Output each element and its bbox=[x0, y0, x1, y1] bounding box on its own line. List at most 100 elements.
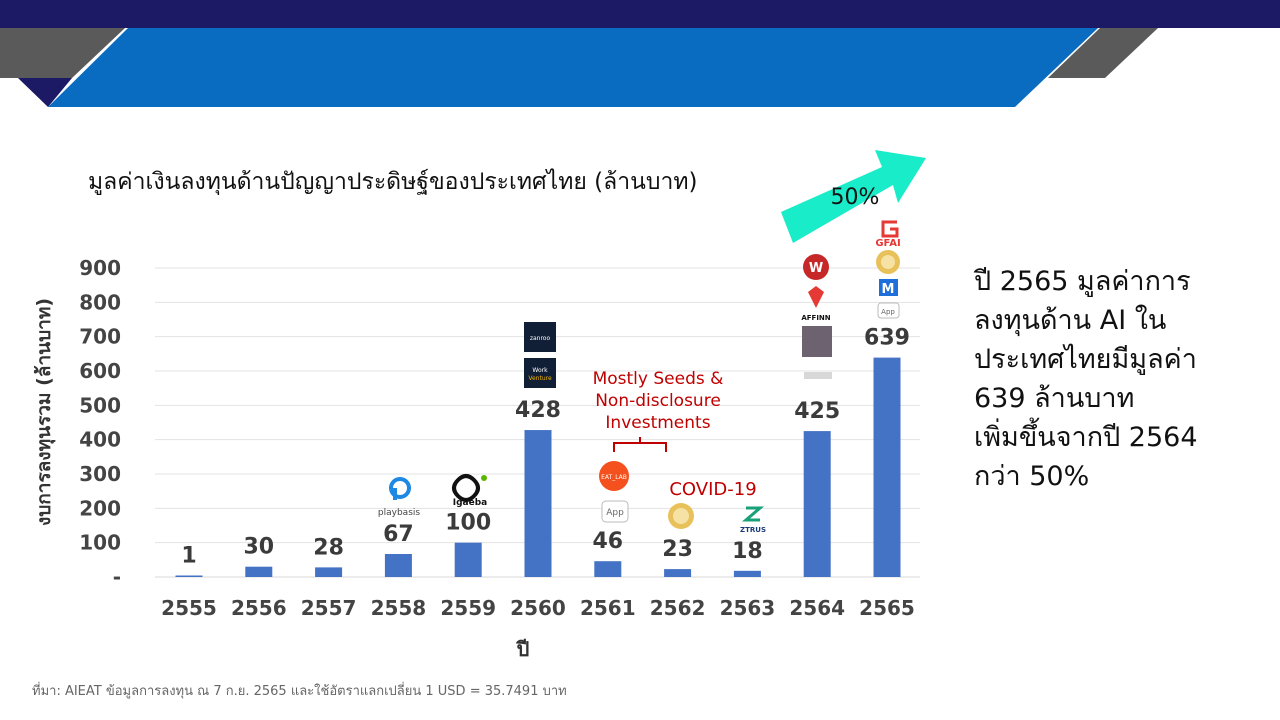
svg-text:zanroo: zanroo bbox=[530, 335, 551, 342]
x-axis-title: ปี bbox=[515, 637, 529, 661]
summary-text: ปี 2565 มูลค่าการ ลงทุนด้าน AI ใน ประเทศ… bbox=[974, 262, 1264, 496]
y-tick-label: 600 bbox=[79, 359, 121, 383]
seed-note-line-2: Non-disclosure bbox=[595, 391, 721, 411]
x-tick-label: 2559 bbox=[440, 596, 496, 620]
bar-2564 bbox=[803, 431, 831, 577]
bar-2561 bbox=[594, 561, 622, 577]
svg-text:Venture: Venture bbox=[528, 375, 552, 382]
app-logo-2561: App bbox=[601, 500, 629, 523]
bar-2557 bbox=[315, 567, 343, 577]
y-tick-label: 200 bbox=[79, 496, 121, 520]
x-tick-label: 2562 bbox=[650, 596, 706, 620]
zanroo-logo: zanroo bbox=[524, 322, 556, 352]
value-label: 23 bbox=[662, 537, 693, 562]
value-label: 639 bbox=[864, 326, 910, 351]
x-tick-label: 2563 bbox=[720, 596, 776, 620]
igaeba-logo: Igaeba bbox=[452, 474, 487, 508]
x-tick-label: 2560 bbox=[510, 596, 566, 620]
value-label: 28 bbox=[313, 535, 344, 560]
svg-text:W: W bbox=[809, 261, 823, 276]
y-tick-label: 700 bbox=[79, 325, 121, 349]
value-label: 18 bbox=[732, 539, 763, 564]
summary-line-2: ลงทุนด้าน AI ใน bbox=[974, 305, 1167, 336]
y-tick-labels: - 100 200 300 400 500 600 700 800 900 bbox=[79, 256, 121, 589]
svg-text:EAT_LAB: EAT_LAB bbox=[601, 474, 627, 481]
value-label: 46 bbox=[592, 529, 623, 554]
seed-note-line-3: Investments bbox=[605, 413, 710, 433]
summary-line-6: กว่า 50% bbox=[974, 461, 1090, 492]
header-banner bbox=[0, 0, 1280, 107]
y-tick-label: 800 bbox=[79, 290, 121, 314]
svg-text:M: M bbox=[882, 282, 895, 297]
ztrus-logo: ZTRUS bbox=[740, 506, 766, 534]
value-labels: 1 30 28 67 100 428 46 23 18 425 639 bbox=[181, 326, 910, 569]
x-tick-label: 2565 bbox=[859, 596, 915, 620]
y-tick-label: - bbox=[113, 565, 121, 589]
value-label: 30 bbox=[243, 535, 274, 560]
bar-2560 bbox=[524, 430, 552, 577]
svg-text:App: App bbox=[881, 308, 895, 316]
y-tick-label: 900 bbox=[79, 256, 121, 280]
app-logo-2565: App bbox=[877, 302, 900, 319]
svg-text:App: App bbox=[606, 508, 624, 518]
svg-text:AFFINN: AFFINN bbox=[801, 314, 830, 322]
summary-line-5: เพิ่มขึ้นจากปี 2564 bbox=[974, 422, 1198, 453]
banner-gray-left bbox=[0, 28, 125, 78]
banner-blue-band bbox=[48, 28, 1098, 107]
value-label: 100 bbox=[445, 511, 491, 536]
seed-note-line-1: Mostly Seeds & bbox=[593, 369, 724, 389]
bar-2558 bbox=[384, 553, 412, 577]
small-text-logo bbox=[804, 372, 832, 379]
w-badge-logo: W bbox=[803, 254, 829, 280]
banner-navy-corner bbox=[18, 78, 72, 107]
svg-text:ZTRUS: ZTRUS bbox=[740, 526, 766, 534]
svg-text:playbasis: playbasis bbox=[378, 508, 420, 518]
y-tick-label: 500 bbox=[79, 393, 121, 417]
value-label: 425 bbox=[794, 399, 840, 424]
y-axis-title: งบการลงทุนรวม (ล้านบาท) bbox=[33, 298, 56, 526]
bars bbox=[175, 357, 901, 577]
y-tick-label: 400 bbox=[79, 428, 121, 452]
x-tick-label: 2556 bbox=[231, 596, 287, 620]
bar-2559 bbox=[454, 542, 482, 577]
svg-text:Igaeba: Igaeba bbox=[453, 498, 487, 508]
bar-2565 bbox=[873, 357, 901, 577]
x-tick-label: 2564 bbox=[789, 596, 845, 620]
affinn-logo: AFFINN bbox=[801, 286, 831, 322]
x-tick-label: 2558 bbox=[371, 596, 427, 620]
y-tick-label: 100 bbox=[79, 531, 121, 555]
workventure-logo: Work Venture bbox=[524, 358, 556, 388]
summary-line-3: ประเทศไทยมีมูลค่า bbox=[974, 344, 1197, 375]
source-note: ที่มา: AIEAT ข้อมูลการลงทุน ณ 7 ก.ย. 256… bbox=[32, 684, 567, 699]
value-label: 67 bbox=[383, 522, 414, 547]
banner-gray-right bbox=[1048, 28, 1158, 78]
gold-coin-logo-2562 bbox=[668, 503, 694, 529]
bar-2563 bbox=[733, 570, 761, 577]
covid-note: COVID-19 bbox=[669, 479, 756, 500]
bar-2562 bbox=[664, 569, 692, 577]
square-brand-logo bbox=[802, 326, 832, 357]
growth-arrow-icon bbox=[781, 150, 926, 243]
svg-text:GFAI: GFAI bbox=[875, 238, 900, 249]
seed-note-bracket bbox=[613, 437, 667, 452]
eatlab-logo: EAT_LAB bbox=[599, 461, 629, 491]
svg-text:Work: Work bbox=[532, 367, 548, 374]
x-tick-labels: 2555 2556 2557 2558 2559 2560 2561 2562 2563 2564… bbox=[161, 596, 915, 620]
x-tick-label: 2557 bbox=[301, 596, 357, 620]
y-tick-label: 300 bbox=[79, 462, 121, 486]
x-tick-label: 2555 bbox=[161, 596, 217, 620]
summary-line-4: 639 ล้านบาท bbox=[974, 383, 1135, 414]
chart-title: มูลค่าเงินลงทุนด้านปัญญาประดิษฐ์ของประเท… bbox=[88, 169, 698, 195]
gold-coin-logo-2565 bbox=[876, 250, 900, 274]
x-tick-label: 2561 bbox=[580, 596, 636, 620]
growth-label: 50% bbox=[831, 185, 880, 210]
bar-2556 bbox=[245, 566, 273, 577]
playbasis-logo: playbasis bbox=[378, 477, 420, 518]
m-logo: M bbox=[879, 279, 898, 297]
value-label: 428 bbox=[515, 398, 561, 423]
gfai-logo: GFAI bbox=[875, 220, 901, 249]
bar-2555 bbox=[175, 575, 203, 577]
banner-navy-strip bbox=[0, 0, 1280, 28]
summary-line-1: ปี 2565 มูลค่าการ bbox=[974, 266, 1191, 297]
